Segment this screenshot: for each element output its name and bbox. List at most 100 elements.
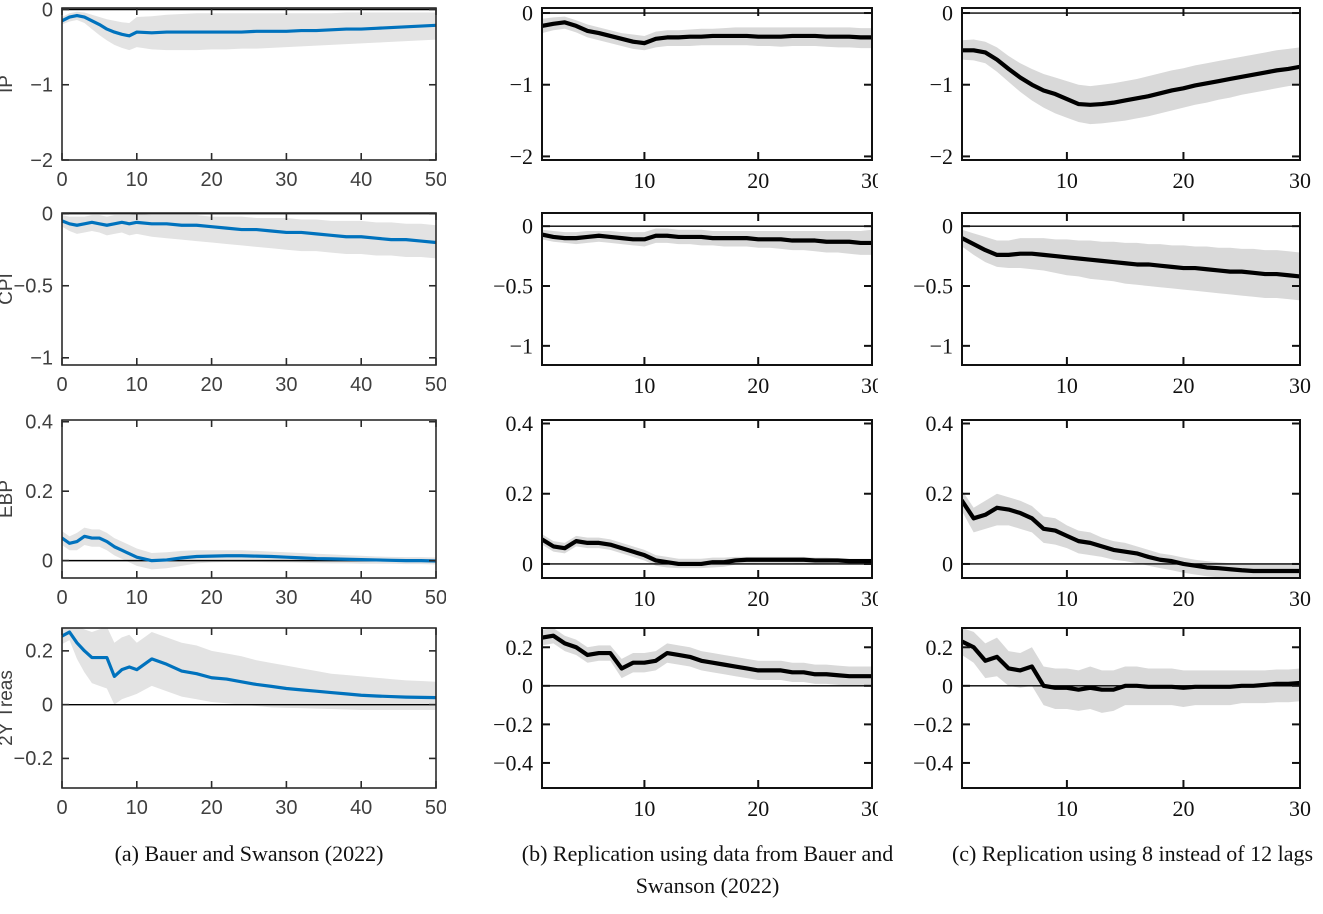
svg-text:0: 0 [56, 797, 67, 819]
svg-text:0: 0 [942, 673, 953, 698]
svg-text:−0.5: −0.5 [913, 273, 953, 298]
caption-panel-a: (a) Bauer and Swanson (2022) [114, 841, 384, 866]
svg-text:0: 0 [42, 694, 53, 716]
chart-panel-b-2y: 10 20 30 0.2 0 −0.2 −0.4 [460, 620, 883, 830]
svg-text:30: 30 [1289, 168, 1311, 193]
svg-text:20: 20 [200, 587, 222, 609]
chart-panel-a-ebp: 0 10 20 30 40 50 0.4 0.2 0 EBP [0, 412, 447, 618]
svg-text:−2: −2 [930, 144, 953, 169]
svg-text:0: 0 [522, 551, 533, 576]
svg-text:−0.2: −0.2 [14, 748, 53, 770]
svg-text:−0.2: −0.2 [913, 712, 953, 737]
svg-text:30: 30 [861, 586, 878, 611]
svg-text:10: 10 [633, 168, 655, 193]
svg-text:0: 0 [522, 214, 533, 239]
svg-text:0.4: 0.4 [926, 412, 954, 436]
chart-panel-a-ip: 0 10 20 30 40 50 0 −1 −2 IP [0, 0, 447, 200]
svg-text:0.2: 0.2 [25, 641, 53, 663]
svg-text:30: 30 [861, 168, 878, 193]
svg-text:50: 50 [425, 587, 446, 609]
svg-text:20: 20 [200, 797, 222, 819]
svg-text:40: 40 [350, 169, 372, 191]
svg-text:0: 0 [56, 587, 67, 609]
svg-text:20: 20 [747, 586, 769, 611]
svg-text:10: 10 [1056, 168, 1078, 193]
svg-text:−0.4: −0.4 [493, 750, 533, 775]
svg-text:30: 30 [275, 374, 297, 396]
svg-text:−0.5: −0.5 [14, 276, 53, 298]
svg-text:−0.5: −0.5 [493, 273, 533, 298]
svg-text:20: 20 [747, 373, 769, 398]
svg-text:40: 40 [350, 587, 372, 609]
row-label-a-2y: 2Y Treas [0, 670, 17, 746]
svg-text:0: 0 [42, 550, 53, 572]
row-label-a-cpi: CPI [0, 273, 17, 305]
chart-panel-b-cpi: 10 20 30 0 −0.5 −1 [460, 205, 883, 405]
svg-text:30: 30 [1289, 796, 1311, 821]
svg-text:−1: −1 [510, 333, 533, 358]
svg-text:−1: −1 [930, 333, 953, 358]
svg-text:40: 40 [350, 797, 372, 819]
svg-text:10: 10 [126, 169, 148, 191]
svg-text:10: 10 [633, 796, 655, 821]
chart-panel-b-ebp: 10 20 30 0.4 0.2 0 [460, 411, 884, 618]
svg-text:0: 0 [942, 0, 953, 25]
svg-text:−2: −2 [30, 150, 53, 172]
svg-text:20: 20 [200, 169, 222, 191]
row-label-a-ebp: EBP [0, 480, 17, 518]
svg-text:40: 40 [350, 374, 372, 396]
svg-text:30: 30 [861, 796, 878, 821]
svg-text:10: 10 [633, 586, 655, 611]
svg-text:0.4: 0.4 [25, 412, 53, 434]
chart-panel-c-ip: 10 20 30 0 −1 −2 [880, 0, 1323, 200]
svg-text:10: 10 [126, 587, 148, 609]
svg-text:20: 20 [747, 796, 769, 821]
svg-text:0: 0 [522, 0, 533, 25]
svg-text:0: 0 [522, 673, 533, 698]
chart-panel-c-ebp: 10 20 30 0.4 0.2 0 [880, 411, 1323, 618]
svg-text:10: 10 [633, 373, 655, 398]
svg-text:10: 10 [126, 797, 148, 819]
svg-text:0: 0 [56, 169, 67, 191]
svg-text:0.2: 0.2 [506, 481, 534, 506]
svg-text:0.2: 0.2 [25, 481, 53, 503]
chart-panel-a-cpi: 0 10 20 30 40 50 0 −0.5 −1 CPI [0, 204, 447, 405]
svg-text:30: 30 [275, 169, 297, 191]
svg-text:−1: −1 [930, 72, 953, 97]
svg-text:10: 10 [1056, 796, 1078, 821]
svg-text:0: 0 [42, 0, 53, 21]
svg-text:−0.2: −0.2 [493, 712, 533, 737]
svg-text:30: 30 [1289, 373, 1311, 398]
svg-text:−0.4: −0.4 [913, 750, 953, 775]
svg-text:50: 50 [425, 374, 446, 396]
svg-text:0.2: 0.2 [926, 635, 954, 660]
svg-text:50: 50 [425, 797, 446, 819]
svg-text:20: 20 [200, 374, 222, 396]
svg-text:0.4: 0.4 [506, 412, 534, 436]
svg-text:20: 20 [747, 168, 769, 193]
chart-panel-c-2y: 10 20 30 0.2 0 −0.2 −0.4 [880, 620, 1323, 830]
svg-text:30: 30 [1289, 586, 1311, 611]
svg-text:0: 0 [56, 374, 67, 396]
caption-panel-c: (c) Replication using 8 instead of 12 la… [951, 841, 1314, 866]
svg-text:20: 20 [1172, 168, 1194, 193]
svg-text:20: 20 [1172, 373, 1194, 398]
svg-text:50: 50 [425, 169, 446, 191]
row-label-a-ip: IP [0, 75, 17, 93]
svg-text:−1: −1 [510, 72, 533, 97]
svg-text:10: 10 [1056, 586, 1078, 611]
svg-text:0: 0 [942, 551, 953, 576]
chart-panel-a-2y: 0 10 20 30 40 50 0.2 0 −0.2 2Y Treas [0, 620, 447, 830]
caption-panel-b: (b) Replication using data from Bauer an… [521, 841, 894, 898]
svg-text:0.2: 0.2 [506, 635, 534, 660]
svg-text:−1: −1 [30, 348, 53, 370]
svg-text:−2: −2 [510, 144, 533, 169]
svg-text:0: 0 [942, 214, 953, 239]
svg-text:20: 20 [1172, 586, 1194, 611]
svg-text:0.2: 0.2 [926, 481, 954, 506]
svg-text:20: 20 [1172, 796, 1194, 821]
chart-panel-c-cpi: 10 20 30 0 −0.5 −1 [880, 205, 1323, 405]
svg-text:0: 0 [42, 205, 53, 226]
chart-panel-b-ip: 10 20 30 0 −1 −2 [460, 0, 883, 200]
